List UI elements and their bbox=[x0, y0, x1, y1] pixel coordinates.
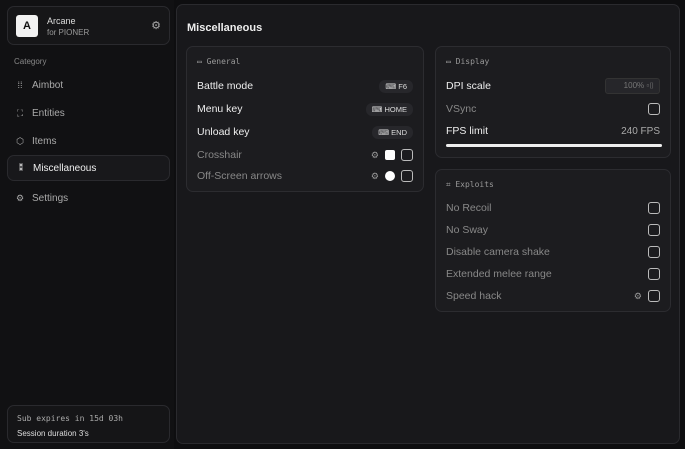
settings-icon[interactable]: ⚙ bbox=[151, 20, 161, 32]
menu-key-row: Menu key ⌨ HOME bbox=[197, 100, 413, 118]
page-title: Miscellaneous bbox=[187, 22, 263, 34]
checkbox[interactable] bbox=[648, 103, 660, 115]
gear-icon[interactable]: ⚙ bbox=[370, 149, 379, 160]
row-label: Battle mode bbox=[197, 80, 254, 92]
dpi-select[interactable]: 100% ▫⌷ bbox=[605, 78, 660, 94]
color-swatch[interactable] bbox=[385, 150, 395, 160]
keybind-button[interactable]: ⌨ END bbox=[372, 125, 413, 139]
dpi-value: 100% bbox=[623, 81, 645, 90]
checkbox[interactable] bbox=[648, 224, 660, 236]
row-label: Extended melee range bbox=[446, 268, 552, 280]
brand-card: A Arcane for PIONER ⚙ bbox=[7, 6, 170, 45]
sidebar-item-label: Items bbox=[32, 135, 57, 147]
session-text: Session duration 3's bbox=[17, 429, 89, 438]
checkbox[interactable] bbox=[648, 202, 660, 214]
row-label: Unload key bbox=[197, 126, 250, 138]
sidebar-item-miscellaneous[interactable]: ⁑ Miscellaneous bbox=[7, 155, 170, 181]
row-label: Off-Screen arrows bbox=[197, 170, 282, 182]
sidebar-item-entities[interactable]: ⛶ Entities bbox=[7, 100, 170, 126]
checkbox[interactable] bbox=[648, 246, 660, 258]
sidebar-item-label: Miscellaneous bbox=[33, 162, 97, 174]
chip-icon: ⌗ bbox=[446, 180, 456, 189]
keybind-button[interactable]: ⌨ HOME bbox=[365, 102, 413, 116]
box-icon: ⬡ bbox=[16, 135, 24, 146]
gear-icon[interactable]: ⚙ bbox=[633, 290, 642, 301]
general-card: ▭ General Battle mode ⌨ F6 Menu key ⌨ HOME… bbox=[186, 46, 424, 192]
key-label: HOME bbox=[384, 104, 408, 114]
row-label: No Recoil bbox=[446, 202, 492, 214]
expires-text: Sub expires in 15d 03h bbox=[17, 414, 123, 423]
gear-icon[interactable]: ⚙ bbox=[370, 170, 379, 181]
speed-hack-row: Speed hack ⚙ bbox=[446, 287, 660, 305]
logo: A bbox=[16, 15, 38, 37]
offscreen-arrows-row: Off-Screen arrows ⚙ bbox=[197, 167, 413, 185]
no-sway-row: No Sway bbox=[446, 221, 660, 239]
monitor-icon: ▭ bbox=[446, 57, 456, 66]
main-panel: Miscellaneous ▭ General Battle mode ⌨ F6 … bbox=[176, 4, 680, 444]
key-label: F6 bbox=[398, 81, 407, 91]
sidebar-item-label: Aimbot bbox=[32, 79, 64, 91]
checkbox[interactable] bbox=[401, 170, 413, 182]
exploits-card: ⌗ Exploits No Recoil No Sway Disable cam… bbox=[435, 169, 671, 312]
row-label: Menu key bbox=[197, 103, 243, 115]
card-title: General bbox=[206, 57, 241, 66]
brand-name: Arcane bbox=[47, 16, 76, 26]
row-label: Crosshair bbox=[197, 149, 242, 161]
row-label: Disable camera shake bbox=[446, 246, 550, 258]
battle-mode-row: Battle mode ⌨ F6 bbox=[197, 77, 413, 95]
brand-subtitle: for PIONER bbox=[47, 28, 90, 37]
fps-slider[interactable] bbox=[446, 144, 662, 147]
checkbox[interactable] bbox=[648, 268, 660, 280]
sidebar-item-settings[interactable]: ⚙ Settings bbox=[7, 185, 170, 211]
exploits-header: ⌗ Exploits bbox=[446, 180, 494, 190]
row-label: DPI scale bbox=[446, 80, 491, 92]
crosshair-dots-icon: ⁞⁞ bbox=[17, 80, 23, 90]
vsync-row: VSync bbox=[446, 100, 660, 118]
sidebar: A Arcane for PIONER ⚙ Category ⁞⁞ Aimbot … bbox=[0, 0, 174, 449]
camera-shake-row: Disable camera shake bbox=[446, 243, 660, 261]
row-label: No Sway bbox=[446, 224, 489, 236]
entities-icon: ⛶ bbox=[16, 107, 24, 118]
row-label: Speed hack bbox=[446, 290, 502, 302]
sidebar-item-label: Settings bbox=[32, 192, 69, 204]
row-label: FPS limit bbox=[446, 125, 488, 137]
card-title: Exploits bbox=[455, 180, 494, 189]
gear-icon: ⚙ bbox=[15, 192, 25, 203]
row-label: VSync bbox=[446, 103, 477, 115]
sidebar-item-items[interactable]: ⬡ Items bbox=[7, 128, 170, 154]
sidebar-item-label: Entities bbox=[32, 107, 65, 119]
fps-value: 240 FPS bbox=[621, 125, 660, 137]
general-header: ▭ General bbox=[197, 57, 240, 66]
display-card: ▭ Display DPI scale 100% ▫⌷ VSync FPS lim… bbox=[435, 46, 671, 158]
crosshair-row: Crosshair ⚙ bbox=[197, 146, 413, 164]
dpi-row: DPI scale 100% ▫⌷ bbox=[446, 77, 660, 95]
fps-row: FPS limit 240 FPS bbox=[446, 122, 660, 140]
no-recoil-row: No Recoil bbox=[446, 199, 660, 217]
key-label: END bbox=[391, 127, 407, 137]
sidebar-item-aimbot[interactable]: ⁞⁞ Aimbot bbox=[7, 72, 170, 98]
misc-icon: ⁑ bbox=[18, 162, 24, 173]
category-label: Category bbox=[14, 57, 47, 66]
keyboard-icon: ▭ bbox=[197, 57, 207, 66]
subscription-footer: Sub expires in 15d 03h Session duration … bbox=[7, 405, 170, 443]
melee-range-row: Extended melee range bbox=[446, 265, 660, 283]
checkbox[interactable] bbox=[648, 290, 660, 302]
display-header: ▭ Display bbox=[446, 57, 489, 66]
keybind-button[interactable]: ⌨ F6 bbox=[379, 79, 413, 93]
card-title: Display bbox=[455, 57, 490, 66]
color-swatch[interactable] bbox=[385, 171, 395, 181]
unload-key-row: Unload key ⌨ END bbox=[197, 123, 413, 141]
checkbox[interactable] bbox=[401, 149, 413, 161]
